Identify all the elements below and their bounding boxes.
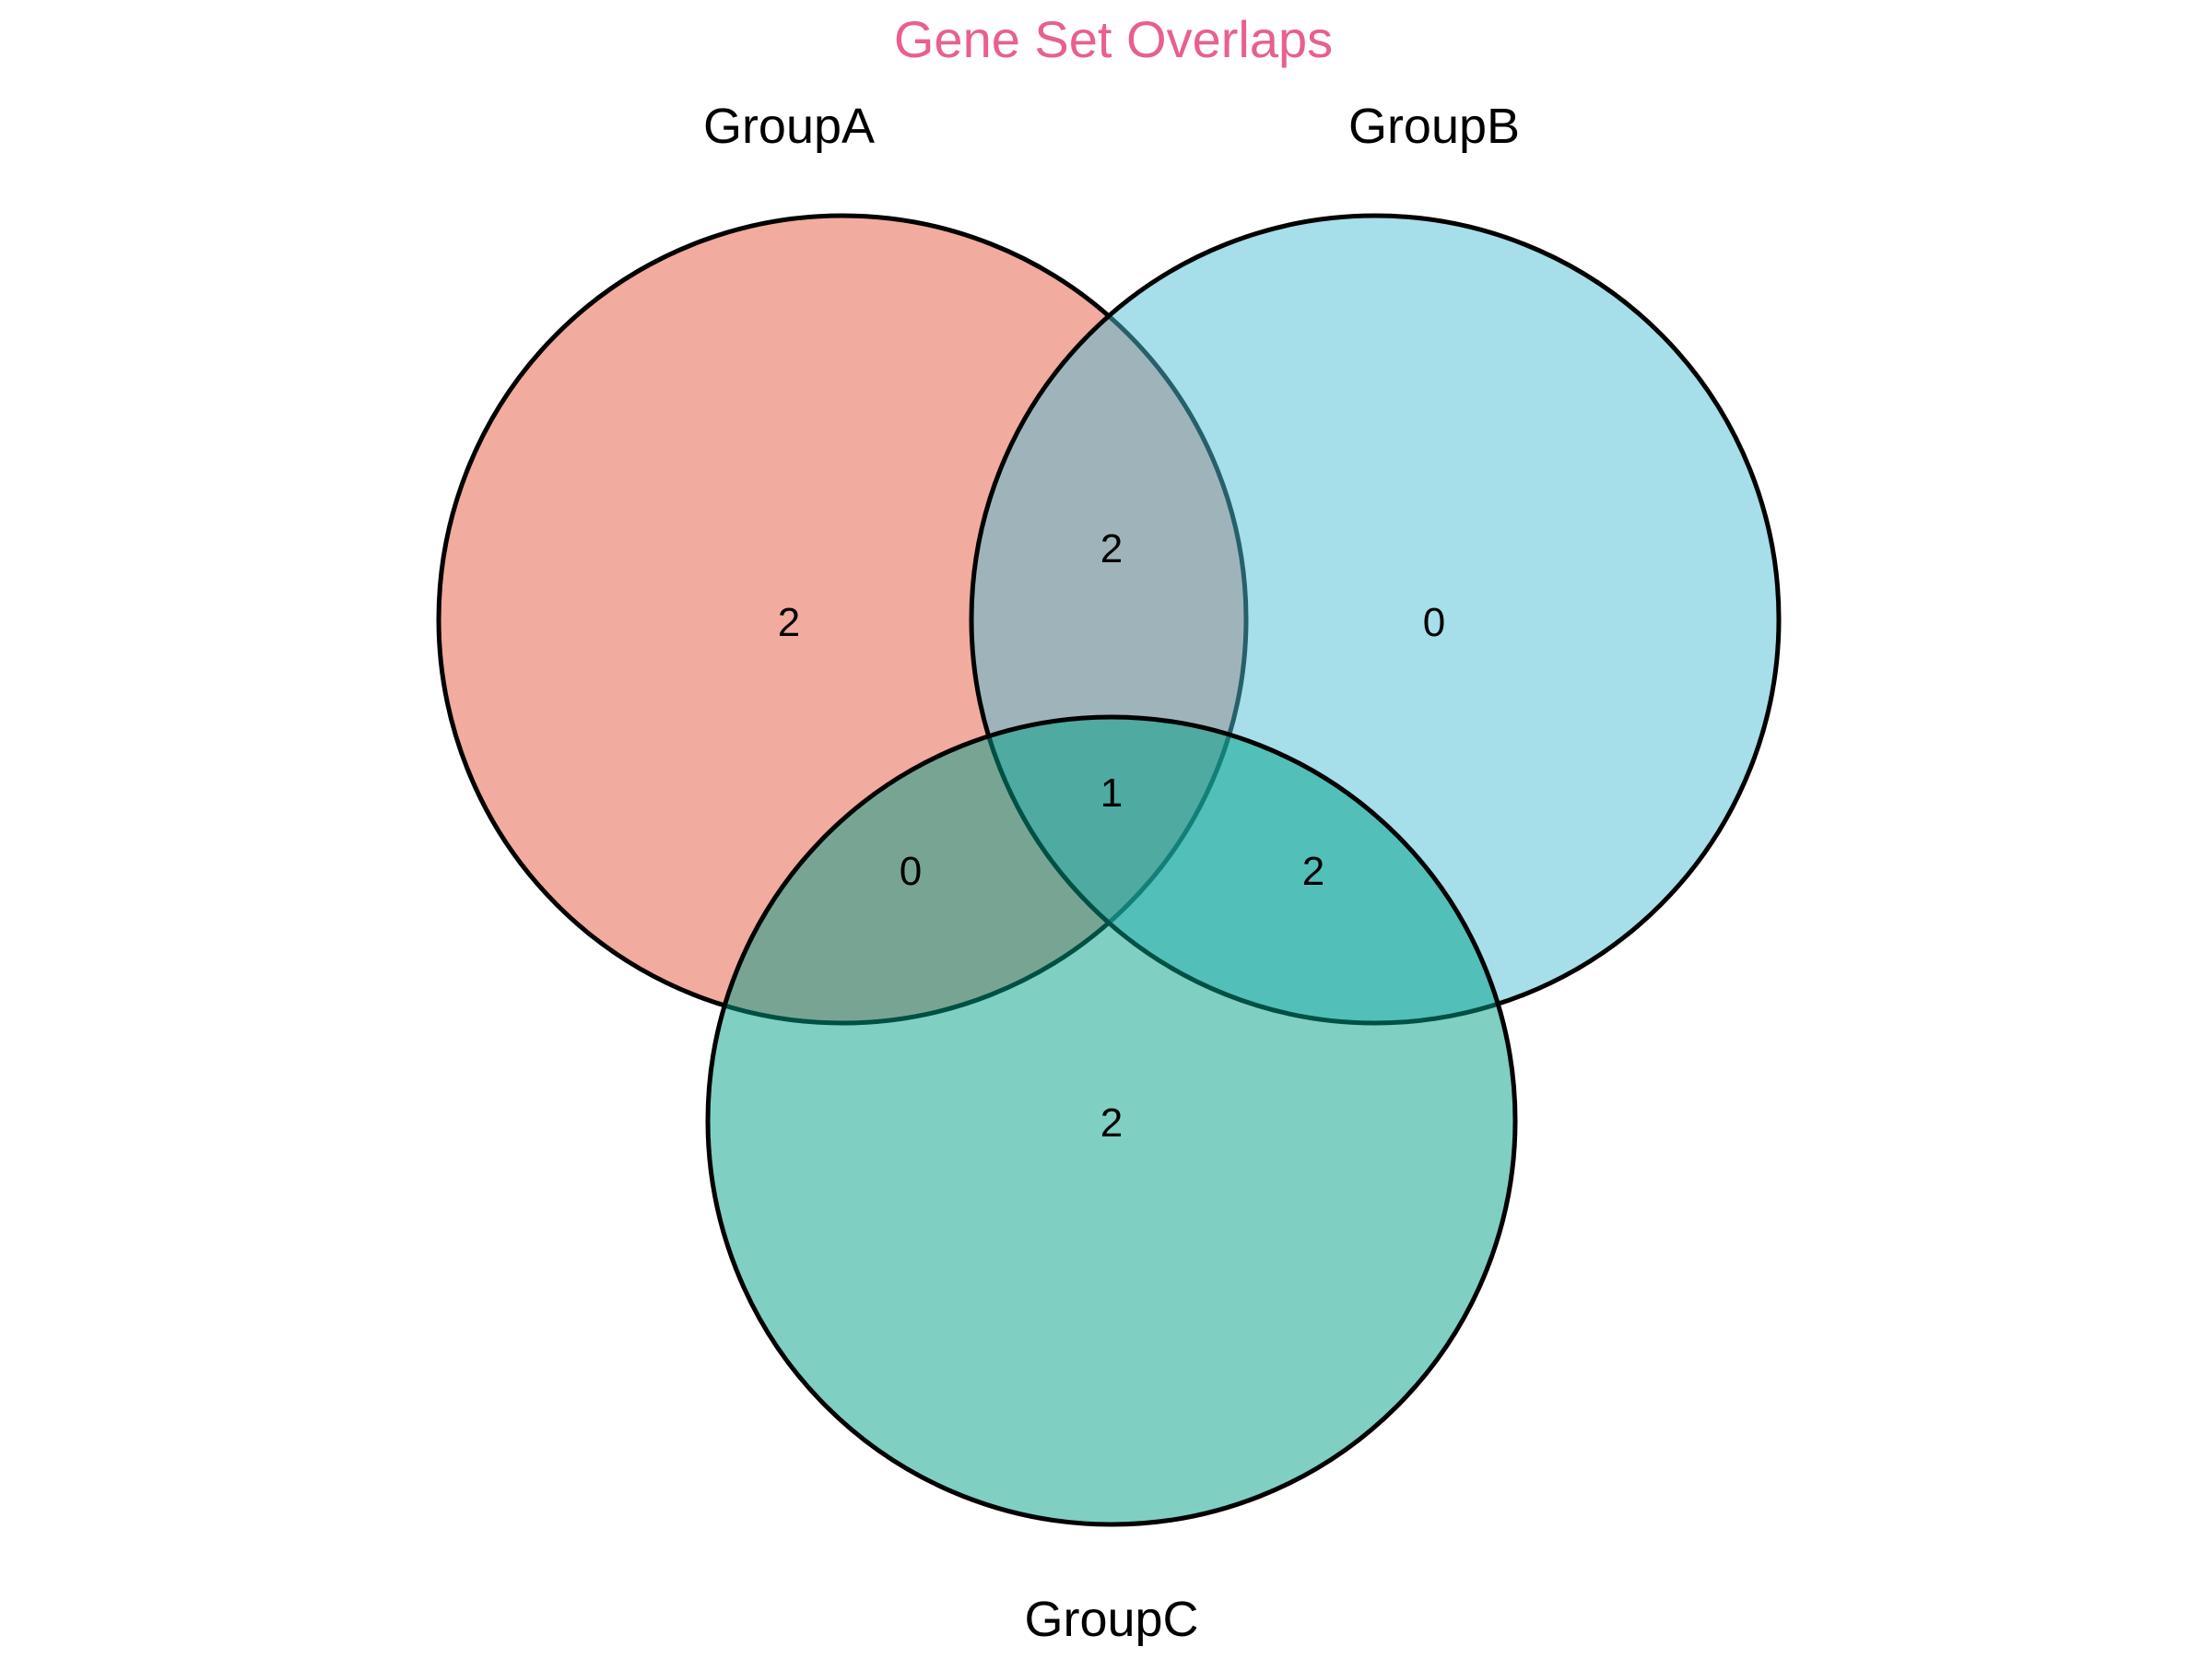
region-counts: 2 0 2 2 0 2 1 bbox=[778, 526, 1445, 1146]
count-group-a-b-c: 1 bbox=[1100, 771, 1123, 816]
set-label-group-c: GroupC bbox=[1024, 1592, 1198, 1647]
set-labels: GroupA GroupB GroupC bbox=[703, 99, 1520, 1647]
set-circle-group-c bbox=[705, 714, 1518, 1527]
set-circles bbox=[436, 213, 1782, 1527]
count-group-a-b: 2 bbox=[1100, 526, 1123, 571]
count-group-a-c: 0 bbox=[900, 849, 922, 894]
count-group-c-only: 2 bbox=[1100, 1100, 1123, 1146]
count-group-b-only: 0 bbox=[1423, 600, 1445, 645]
set-label-group-b: GroupB bbox=[1348, 99, 1520, 154]
count-group-a-only: 2 bbox=[778, 600, 800, 645]
count-group-b-c: 2 bbox=[1302, 849, 1324, 894]
chart-title: Gene Set Overlaps bbox=[894, 10, 1333, 68]
set-label-group-a: GroupA bbox=[703, 99, 875, 154]
